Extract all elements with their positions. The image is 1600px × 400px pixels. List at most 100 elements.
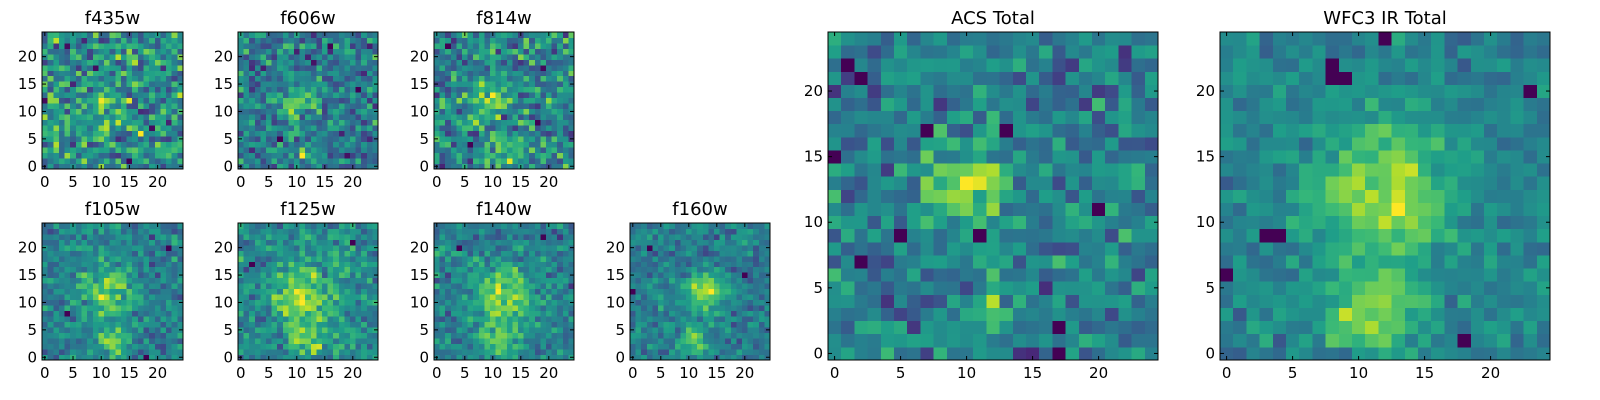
heatmap-pixel (484, 283, 491, 290)
heatmap-pixel (372, 92, 379, 99)
heatmap-pixel (1052, 255, 1066, 269)
heatmap-pixel (149, 86, 156, 93)
heatmap-pixel (305, 299, 312, 306)
heatmap-pixel (137, 70, 144, 77)
heatmap-pixel (277, 37, 284, 44)
heatmap-pixel (445, 108, 452, 115)
panel-title: f606w (280, 8, 335, 29)
heatmap-pixel (867, 333, 882, 348)
heatmap-pixel (529, 119, 536, 126)
heatmap-pixel (316, 288, 323, 295)
heatmap-pixel (518, 147, 524, 153)
heatmap-pixel (58, 81, 65, 88)
heatmap-pixel (674, 277, 681, 284)
x-tick-label: 0 (432, 173, 442, 191)
heatmap-pixel (546, 114, 552, 121)
heatmap-pixel (305, 48, 312, 55)
heatmap-pixel (42, 125, 49, 132)
heatmap-pixel (372, 42, 379, 49)
heatmap-pixel (686, 294, 692, 301)
heatmap-pixel (277, 92, 284, 99)
heatmap-pixel (120, 316, 127, 323)
heatmap-pixel (266, 136, 272, 142)
heatmap-pixel (166, 349, 173, 355)
heatmap-pixel (115, 354, 122, 361)
heatmap-pixel (137, 59, 144, 66)
heatmap-pixel (658, 310, 664, 317)
heatmap-pixel (243, 294, 250, 301)
heatmap-pixel (512, 32, 519, 38)
heatmap-pixel (753, 223, 760, 229)
heatmap-pixel (87, 152, 94, 159)
heatmap-pixel (540, 81, 547, 88)
heatmap-pixel (534, 305, 541, 312)
heatmap-pixel (327, 294, 334, 301)
heatmap-pixel (282, 97, 289, 104)
heatmap-pixel (288, 158, 295, 164)
heatmap-pixel (1012, 241, 1027, 256)
heatmap-pixel (484, 86, 491, 93)
heatmap-pixel (333, 266, 340, 273)
heatmap-pixel (58, 119, 65, 126)
heatmap-pixel (160, 244, 167, 251)
heatmap-pixel (714, 233, 720, 240)
heatmap-pixel (310, 158, 317, 164)
heatmap-pixel (120, 250, 127, 257)
heatmap-pixel (691, 343, 698, 350)
heatmap-pixel (764, 343, 771, 350)
heatmap-pixel (355, 97, 362, 104)
heatmap-pixel (160, 141, 167, 148)
heatmap-pixel (719, 349, 726, 355)
heatmap-pixel (495, 59, 502, 66)
heatmap-pixel (742, 349, 748, 355)
heatmap-pixel (305, 75, 312, 82)
heatmap-pixel (350, 239, 356, 246)
heatmap-pixel (64, 108, 71, 115)
heatmap-pixel (98, 108, 105, 115)
heatmap-pixel (282, 42, 289, 49)
heatmap-pixel (841, 189, 855, 203)
heatmap-pixel (450, 97, 457, 104)
heatmap-pixel (249, 147, 256, 153)
heatmap-pixel (663, 349, 670, 355)
heatmap-pixel (87, 294, 94, 301)
heatmap-pixel (557, 321, 564, 328)
heatmap-pixel (551, 75, 558, 82)
heatmap-pixel (109, 125, 116, 132)
heatmap-pixel (109, 81, 116, 88)
heatmap-pixel (557, 272, 564, 279)
heatmap-pixel (344, 288, 351, 295)
heatmap-pixel (53, 59, 60, 66)
heatmap-pixel (166, 244, 173, 251)
heatmap-pixel (271, 327, 278, 333)
heatmap-pixel (920, 294, 934, 308)
heatmap-pixel (557, 294, 564, 301)
heatmap-pixel (456, 261, 463, 268)
heatmap-pixel (166, 53, 173, 60)
heatmap-pixel (758, 327, 765, 333)
heatmap-pixel (730, 255, 737, 262)
heatmap-pixel (333, 250, 340, 257)
heatmap-pixel (434, 114, 440, 121)
heatmap-pixel (372, 152, 379, 159)
heatmap-pixel (177, 250, 184, 257)
heatmap-pixel (372, 86, 379, 93)
heatmap-pixel (714, 288, 720, 295)
heatmap-pixel (467, 136, 474, 142)
heatmap-pixel (366, 48, 373, 55)
heatmap-pixel (154, 349, 161, 355)
heatmap-pixel (920, 255, 934, 269)
heatmap-pixel (506, 70, 513, 77)
heatmap-pixel (562, 277, 569, 284)
heatmap-pixel (327, 119, 334, 126)
heatmap-pixel (70, 310, 77, 317)
heatmap-pixel (920, 333, 934, 348)
heatmap-pixel (473, 59, 480, 66)
heatmap-pixel (478, 228, 485, 235)
heatmap-pixel (322, 239, 328, 246)
heatmap-pixel (557, 42, 564, 49)
heatmap-pixel (445, 321, 452, 328)
heatmap-pixel (338, 266, 345, 273)
heatmap-pixel (64, 332, 71, 339)
heatmap-pixel (557, 86, 564, 93)
